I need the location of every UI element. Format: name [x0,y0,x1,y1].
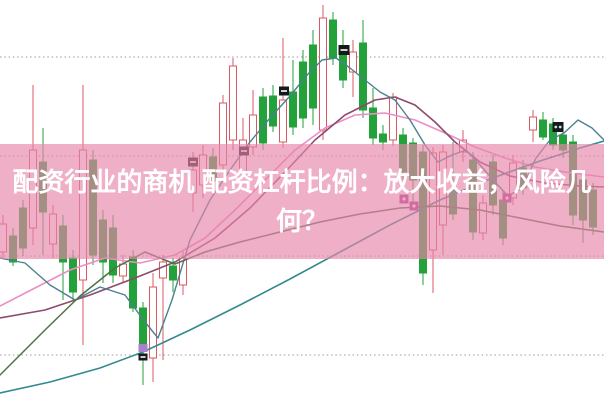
candle-down [259,96,267,144]
trade-marker [552,122,564,132]
candle-down [539,119,547,138]
candle-up [279,99,287,143]
candle-down [289,91,297,128]
trade-marker-glyph [554,125,558,129]
headline-banner: 配资行业的商机 配资杠杆比例：放大收益，风险几 何？ [0,144,604,259]
candle-down [359,42,367,111]
candle-up [529,116,537,131]
candle-up [149,286,157,359]
trade-marker-glyph [558,125,562,129]
candle-down [369,107,377,139]
candle-up [389,96,397,141]
candle-down [129,256,137,309]
headline-text-line1: 配资行业的商机 配资杠杆比例：放大收益，风险几 [12,166,592,197]
candle-up [349,51,357,73]
candle-down [69,257,77,293]
headline-text-line2: 何？ [275,205,328,236]
candle-up [159,261,167,279]
candle-down [309,44,317,109]
candle-down [169,265,177,281]
candle-down [329,19,337,59]
candle-down [379,133,387,143]
candle-up [319,17,327,131]
candle-down [299,61,307,119]
trade-marker [138,344,148,352]
candle-up [229,65,237,141]
